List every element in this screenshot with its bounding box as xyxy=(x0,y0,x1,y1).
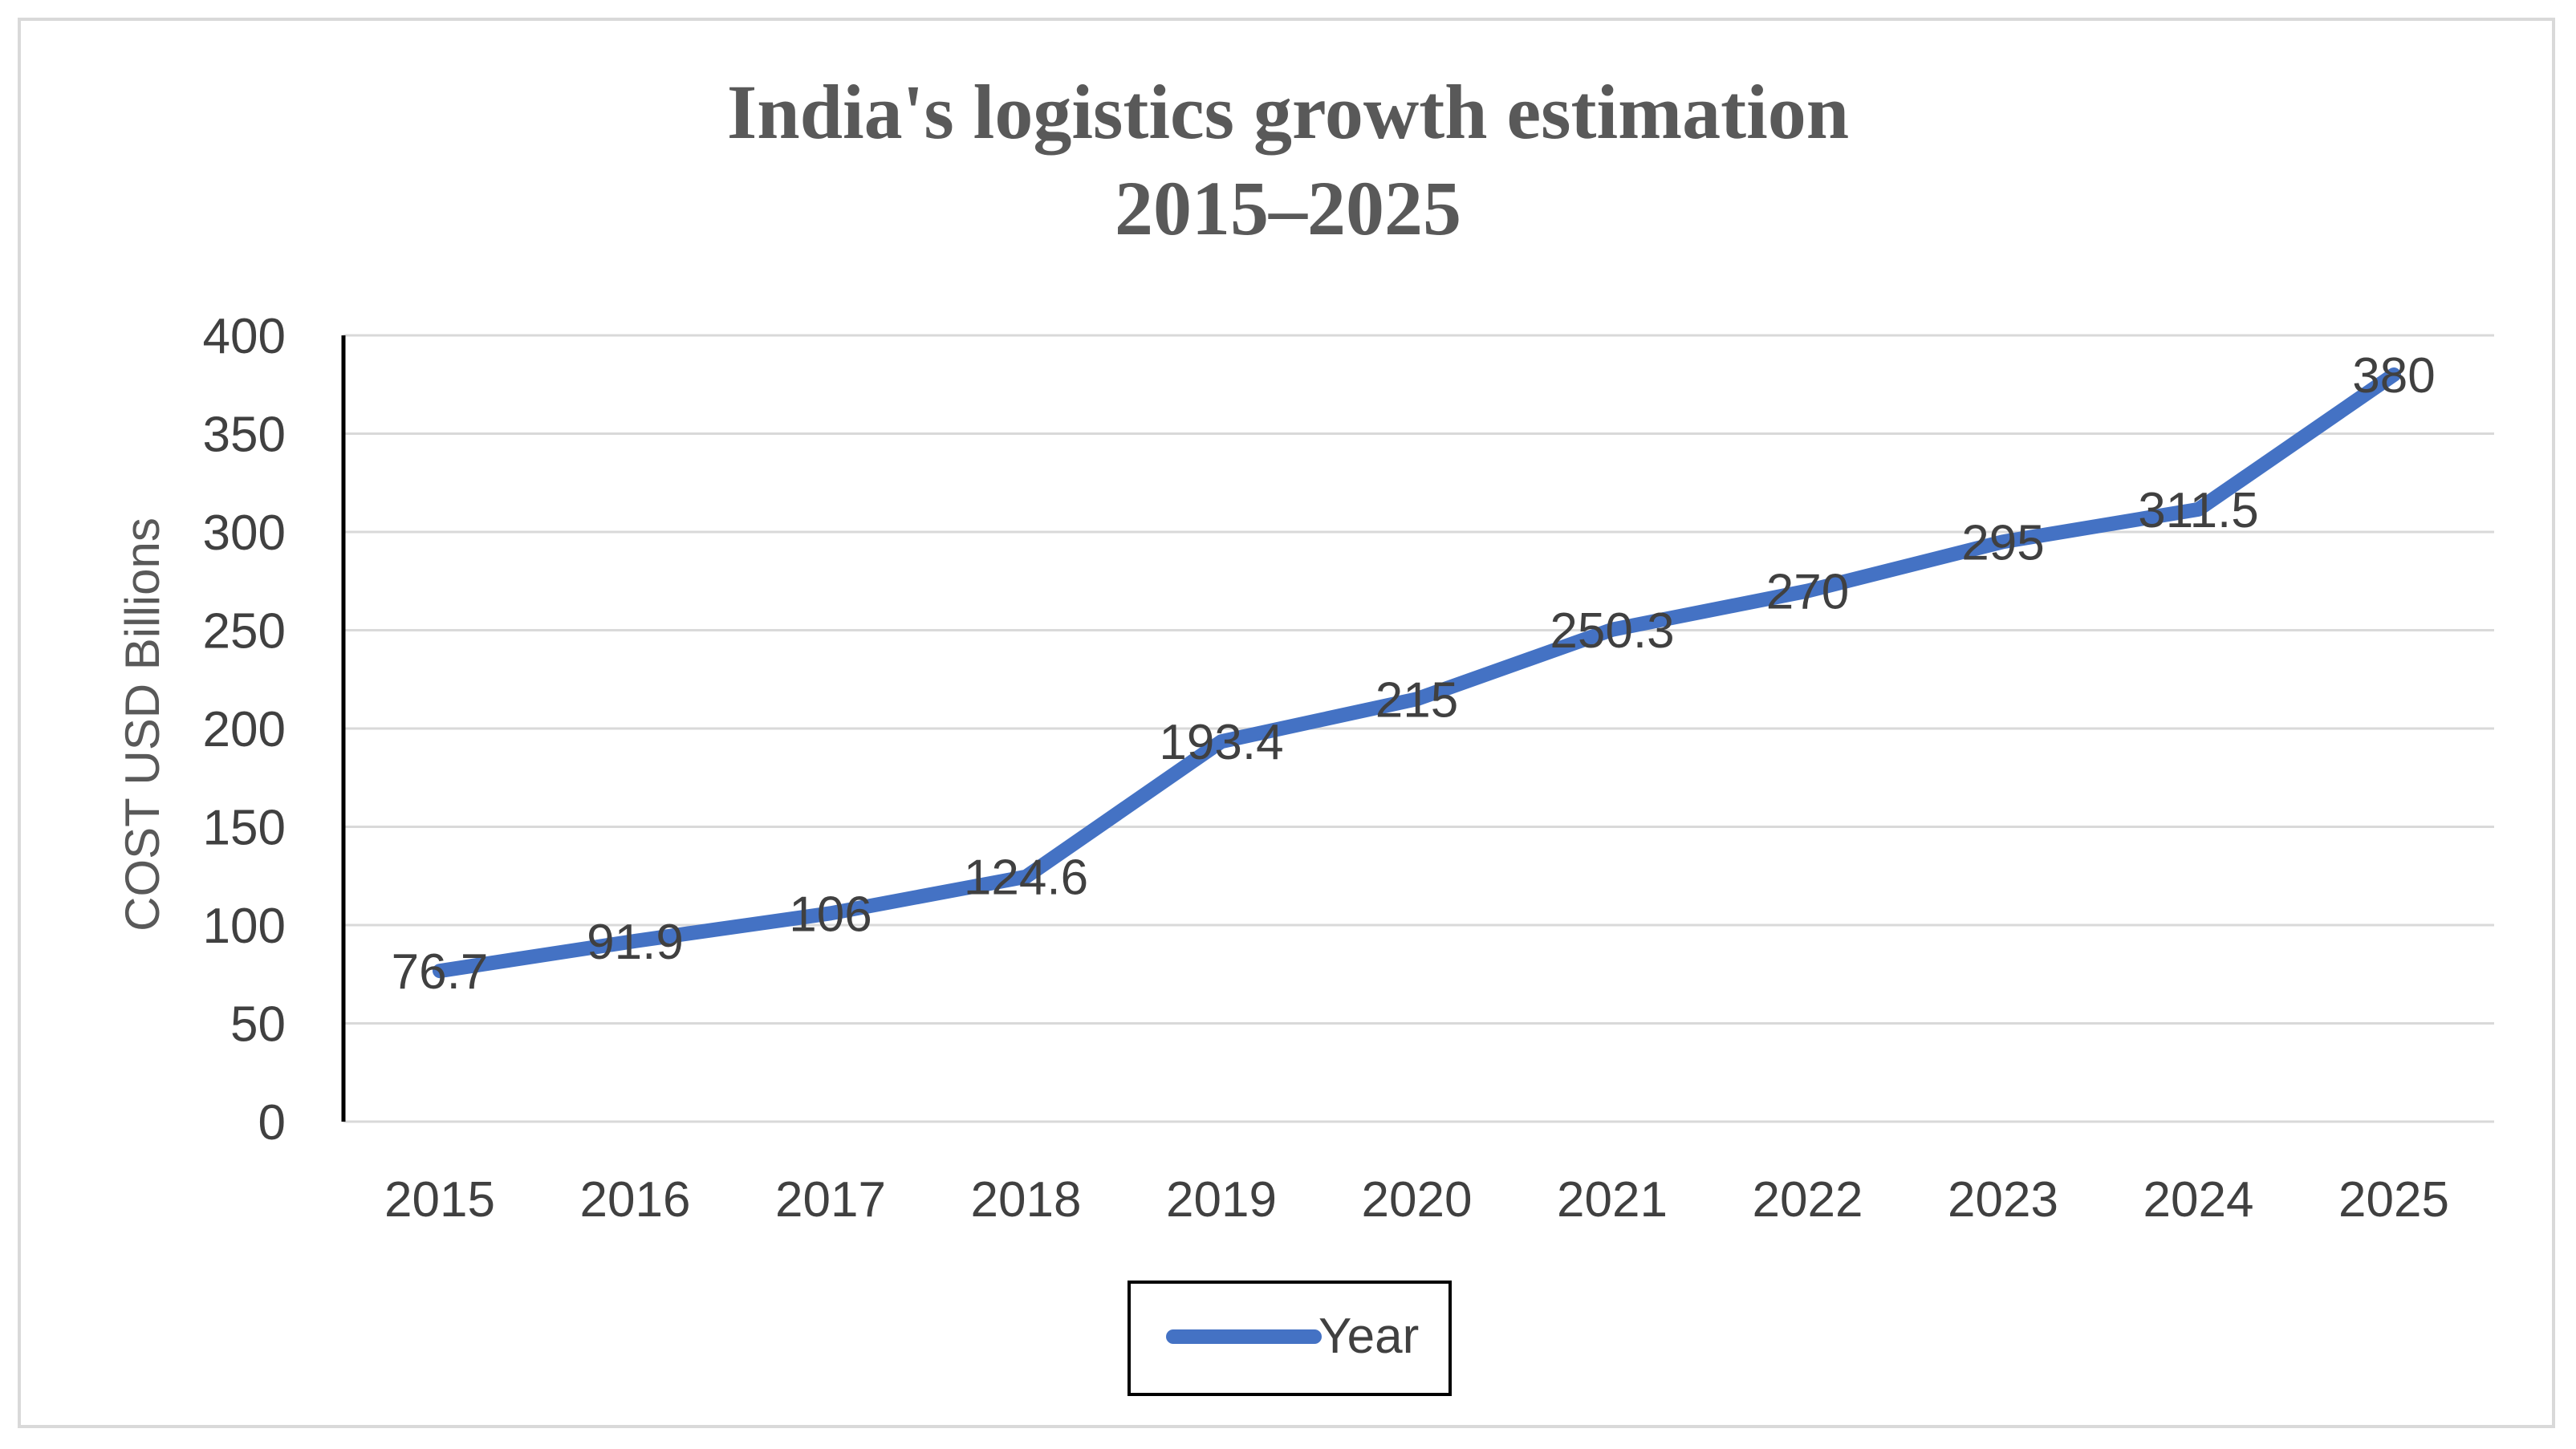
y-tick-label: 350 xyxy=(203,408,286,463)
y-tick-label: 200 xyxy=(203,702,286,757)
y-tick-label: 50 xyxy=(230,997,286,1053)
y-tick-label: 400 xyxy=(203,309,286,364)
data-label: 270 xyxy=(1766,565,1849,620)
legend: Year xyxy=(1128,1281,1452,1396)
data-label: 250.3 xyxy=(1550,603,1674,659)
gridlines xyxy=(341,334,2494,1123)
x-tick-label: 2015 xyxy=(384,1172,495,1228)
data-label: 295 xyxy=(1961,515,2044,570)
x-tick-label: 2024 xyxy=(2143,1172,2254,1228)
x-tick-label: 2019 xyxy=(1166,1172,1277,1228)
legend-label-year: Year xyxy=(1318,1309,1419,1364)
y-tick-label: 300 xyxy=(203,505,286,561)
x-tick-label: 2016 xyxy=(580,1172,691,1228)
y-tick-label: 150 xyxy=(203,801,286,856)
x-tick-label: 2018 xyxy=(971,1172,1082,1228)
data-label: 91.9 xyxy=(587,915,684,970)
y-axis-label: COST USD Billions xyxy=(116,518,169,932)
data-label: 311.5 xyxy=(2138,483,2259,538)
x-tick-label: 2020 xyxy=(1362,1172,1473,1228)
series-lines xyxy=(433,367,2401,979)
y-axis-ticks: 0 50 100 150 200 250 300 350 400 xyxy=(203,309,286,1151)
chart-title-line-1: India's logistics growth estimation xyxy=(727,69,1849,155)
x-tick-label: 2017 xyxy=(775,1172,886,1228)
data-label: 76.7 xyxy=(392,944,489,1000)
y-tick-label: 0 xyxy=(258,1095,286,1151)
chart-title-line-2: 2015–2025 xyxy=(1115,165,1461,251)
x-tick-label: 2023 xyxy=(1948,1172,2058,1228)
data-label: 215 xyxy=(1375,672,1458,728)
x-axis-ticks: 2015 2016 2017 2018 2019 2020 2021 2022 2023 2024… xyxy=(384,1172,2449,1228)
series-line-year xyxy=(433,367,2401,979)
x-tick-label: 2021 xyxy=(1557,1172,1668,1228)
y-tick-label: 100 xyxy=(203,899,286,954)
data-label: 106 xyxy=(789,887,872,942)
x-tick-label: 2025 xyxy=(2338,1172,2449,1228)
data-labels: 76.7 91.9 106 124.6 193.4 215 250.3 270 295 311.5… xyxy=(392,348,2436,1000)
data-label: 124.6 xyxy=(964,850,1088,906)
data-label: 193.4 xyxy=(1159,715,1283,770)
data-label: 380 xyxy=(2352,348,2435,404)
y-tick-label: 250 xyxy=(203,604,286,660)
x-tick-label: 2022 xyxy=(1753,1172,1863,1228)
